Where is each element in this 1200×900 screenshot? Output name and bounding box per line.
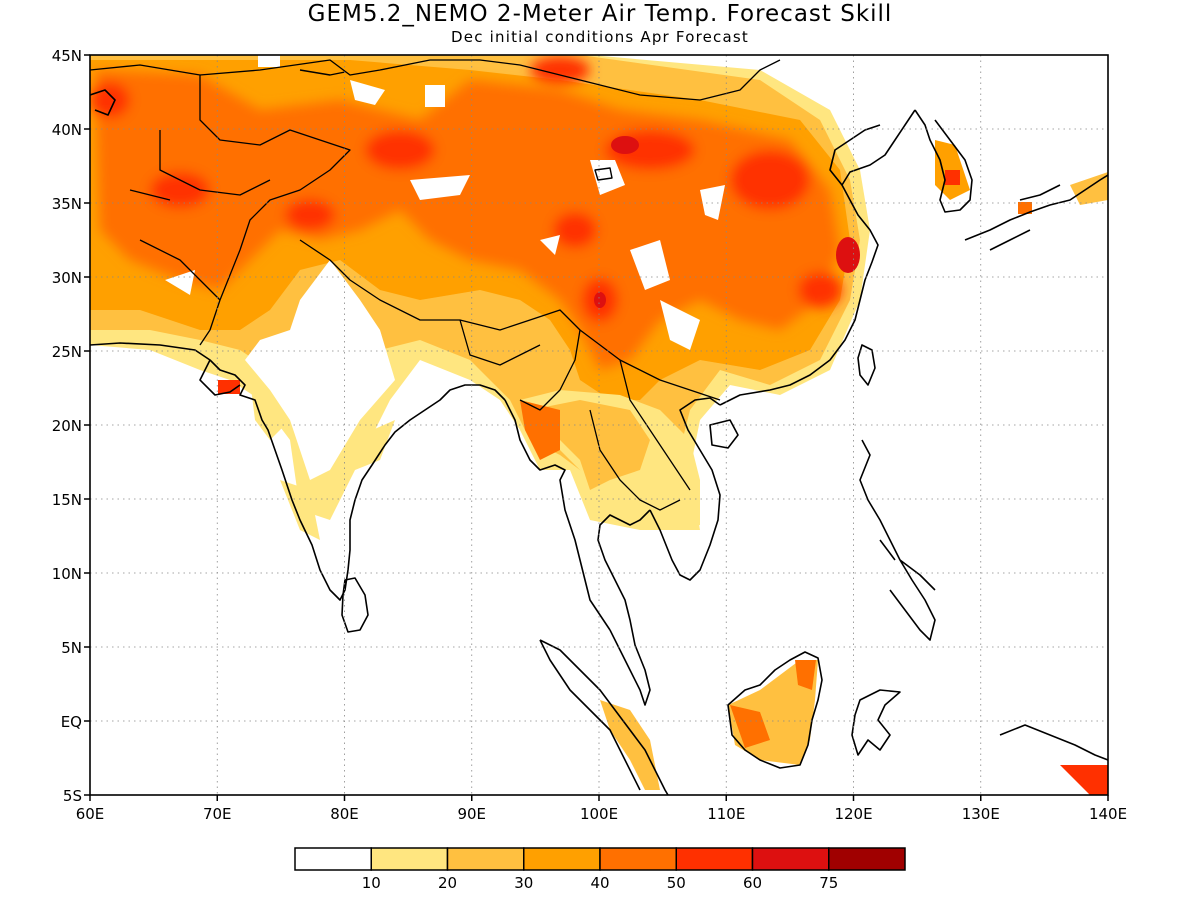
skill-cell-japan (1018, 202, 1032, 214)
philippines-coastline (859, 439, 936, 641)
lat-tick-label: 25N (52, 343, 82, 361)
skill-band-40-50-seasia (520, 400, 560, 460)
central-asia-lake (90, 89, 116, 116)
korea-coastline (914, 109, 973, 213)
lon-tick-label: 70E (203, 805, 232, 823)
myanmar-coastline (504, 399, 611, 631)
lat-tick-label: 40N (52, 121, 82, 139)
skill-gap (258, 55, 280, 67)
lat-tick-label: 5S (63, 787, 82, 805)
skill-spot-50-60 (553, 212, 597, 248)
colorbar-segment (675, 847, 754, 871)
hainan-coastline (709, 419, 739, 449)
skill-spot-50-60 (530, 56, 590, 84)
skill-band-40-50-borneo (730, 705, 770, 748)
colorbar-label: 30 (514, 874, 533, 892)
skill-spot-50-60 (798, 272, 842, 308)
lat-tick-label: 15N (52, 491, 82, 509)
axis-ticks: 60E 70E 80E 90E 100E 110E 120E 130E 140E 5S EQ 5N 10… (52, 47, 1127, 823)
colorbar-label: 20 (438, 874, 457, 892)
sumatra-coastline (539, 639, 669, 795)
lat-tick-label: 45N (52, 47, 82, 65)
skill-spot-50-60 (365, 130, 435, 170)
taiwan-coastline (857, 344, 876, 386)
skill-spot-50-60 (285, 199, 335, 231)
indochina-coastline (649, 397, 721, 581)
colorbar-segment (446, 847, 525, 871)
lon-tick-label: 60E (76, 805, 105, 823)
lon-tick-label: 90E (457, 805, 486, 823)
borneo-coastline (727, 651, 823, 769)
chart-subtitle: Dec initial conditions Apr Forecast (451, 28, 749, 46)
lat-tick-label: 10N (52, 565, 82, 583)
colorbar-segment (523, 847, 601, 871)
colorbar-segment (828, 847, 906, 871)
lat-tick-label: 30N (52, 269, 82, 287)
japan-coastline (964, 174, 1108, 251)
bohai-coastline (829, 124, 881, 186)
skill-band-40-50-borneo (795, 660, 816, 690)
lat-tick-label: 20N (52, 417, 82, 435)
sri-lanka-coastline (341, 577, 369, 633)
colorbar-label: 50 (667, 874, 686, 892)
lat-tick-label: EQ (61, 713, 82, 731)
colorbar-label: 10 (362, 874, 381, 892)
gujarat-coastline (199, 359, 241, 396)
colorbar-segment (751, 847, 830, 871)
skill-shading (90, 55, 1108, 795)
skill-gap-india (245, 260, 395, 480)
grid-lines (90, 55, 1108, 795)
skill-gap (410, 175, 470, 200)
skill-band-40-50-newguinea (1060, 765, 1108, 795)
india-coastline (90, 342, 506, 601)
lat-tick-label: 5N (61, 639, 82, 657)
skill-gap (540, 235, 560, 255)
skill-gap (630, 240, 670, 290)
colorbar-label: 75 (819, 874, 838, 892)
new-guinea-coastline (999, 724, 1108, 761)
skill-band-10-20-india (350, 420, 395, 470)
lake-qinghai (594, 167, 613, 181)
colorbar-segment (294, 847, 372, 871)
skill-gap (165, 270, 195, 295)
lon-tick-label: 120E (834, 805, 872, 823)
lon-tick-label: 140E (1089, 805, 1127, 823)
skill-gap (590, 160, 625, 195)
skill-gap (425, 85, 445, 107)
skill-core-60-75 (836, 237, 860, 273)
lake-balkhash (299, 69, 346, 76)
skill-gap (660, 300, 700, 350)
sulawesi-coastline (851, 689, 901, 756)
colorbar-label: 40 (590, 874, 609, 892)
colorbar-segment (599, 847, 677, 871)
skill-core-60-75 (594, 292, 606, 308)
lat-tick-label: 35N (52, 195, 82, 213)
lon-tick-label: 110E (707, 805, 745, 823)
colorbar-segment (370, 847, 449, 871)
skill-spot-50-60 (730, 150, 810, 210)
lon-tick-label: 80E (330, 805, 359, 823)
lon-tick-label: 100E (580, 805, 618, 823)
skill-cell-india (218, 380, 240, 394)
skill-band-20-30-sumatra (600, 700, 660, 790)
chart-title: GEM5.2_NEMO 2-Meter Air Temp. Forecast S… (307, 1, 893, 27)
skill-core-60-75 (611, 136, 639, 154)
lon-tick-label: 130E (962, 805, 1000, 823)
colorbar: 10 20 30 40 50 60 75 (294, 847, 906, 892)
malay-peninsula-coastline (597, 509, 651, 706)
country-borders (90, 59, 781, 511)
skill-gap (350, 80, 385, 105)
colorbar-label: 60 (743, 874, 762, 892)
coastlines (90, 59, 1108, 795)
skill-cell-korea (945, 170, 960, 185)
skill-gap (700, 185, 725, 220)
china-coastline (719, 109, 916, 406)
